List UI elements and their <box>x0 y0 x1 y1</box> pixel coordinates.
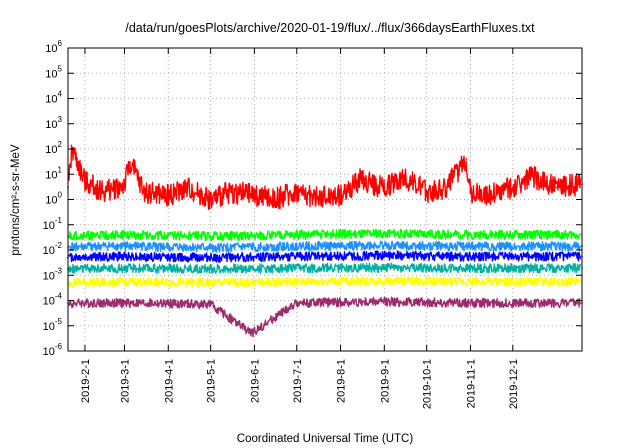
series-line <box>68 275 582 288</box>
series-point <box>469 280 472 283</box>
y-tick-label: 10-1 <box>43 216 63 232</box>
x-axis-label: Coordinated Universal Time (UTC) <box>237 433 414 445</box>
series-line <box>68 296 582 338</box>
y-tick-label: 105 <box>45 64 62 80</box>
series-point <box>209 235 212 238</box>
series-point <box>123 183 126 186</box>
series-point <box>129 161 132 164</box>
series-point <box>123 245 126 248</box>
x-tick-label: 2019-12-1 <box>508 359 520 409</box>
series-point <box>123 302 126 304</box>
series-point <box>469 255 472 258</box>
x-tick-label: 2019-3-1 <box>119 359 131 403</box>
series-point <box>295 267 298 270</box>
y-tick-label: 102 <box>45 140 62 156</box>
series-point <box>465 158 468 160</box>
y-tick-label: 101 <box>45 165 62 181</box>
series-point <box>123 280 126 283</box>
series-point <box>143 190 146 193</box>
y-tick-label: 104 <box>45 90 62 106</box>
series-point <box>123 255 126 258</box>
series-point <box>383 244 386 247</box>
series-point <box>469 245 472 248</box>
series-point <box>103 190 106 193</box>
series-point <box>295 245 298 248</box>
series-point <box>403 175 405 178</box>
series-point <box>359 178 362 181</box>
series-point <box>383 232 386 235</box>
series-point <box>295 255 298 258</box>
series-point <box>295 190 298 193</box>
series-point <box>469 233 472 236</box>
chart-title: /data/run/goesPlots/archive/2020-01-19/f… <box>125 21 535 35</box>
series-line <box>68 228 582 242</box>
x-tick-label: 2019-7-1 <box>292 359 304 403</box>
series-line <box>68 250 582 263</box>
series-point <box>123 267 126 270</box>
series-point <box>469 190 472 193</box>
series-point <box>383 300 386 303</box>
series-point <box>383 279 386 282</box>
y-tick-label: 10-2 <box>43 241 63 257</box>
series-point <box>489 194 492 196</box>
x-tick-label: 2019-6-1 <box>249 359 261 403</box>
series-point <box>383 254 386 257</box>
y-tick-label: 10-3 <box>43 266 63 282</box>
x-tick-label: 2019-9-1 <box>379 359 391 403</box>
series-point <box>295 233 298 236</box>
y-tick-label: 10-6 <box>43 342 63 358</box>
series-point <box>383 186 386 189</box>
series-line <box>68 240 582 253</box>
series-point <box>295 302 298 304</box>
y-tick-label: 10-5 <box>43 317 63 333</box>
y-axis-label: protons/cm²-s-sr-MeV <box>10 144 22 256</box>
x-tick-label: 2019-2-1 <box>80 359 92 403</box>
x-tick-label: 2019-8-1 <box>336 359 348 403</box>
x-tick-label: 2019-11-1 <box>465 359 477 408</box>
y-tick-label: 100 <box>45 191 62 207</box>
series-point <box>445 186 448 189</box>
data-series <box>67 144 583 338</box>
series-point <box>555 186 558 189</box>
series-point <box>531 175 534 178</box>
x-tick-label: 2019-10-1 <box>422 359 434 409</box>
y-tick-label: 10-4 <box>43 292 63 308</box>
series-line <box>68 144 582 211</box>
series-point <box>209 303 212 306</box>
series-point <box>315 196 318 199</box>
series-point <box>229 190 232 193</box>
series-point <box>209 256 212 259</box>
series-point <box>295 280 298 283</box>
series-line <box>68 262 582 274</box>
series-point <box>123 233 126 236</box>
series-point <box>84 180 86 183</box>
y-tick-label: 103 <box>45 115 62 131</box>
series-point <box>383 266 386 269</box>
series-point <box>187 186 189 189</box>
series-point <box>209 198 212 201</box>
series-point <box>511 186 514 189</box>
series-point <box>339 194 342 196</box>
series-point <box>209 267 212 270</box>
series-point <box>425 190 428 193</box>
x-tick-label: 2019-4-1 <box>163 359 175 403</box>
series-point <box>253 194 256 196</box>
x-tick-label: 2019-5-1 <box>206 359 218 403</box>
series-point <box>167 194 170 196</box>
axis-ticks: 10-6 10-5 10-4 10-3 10-2 10-1 100 101 102 103 104 1… <box>43 39 582 409</box>
series-point <box>469 267 472 270</box>
series-point <box>209 247 212 249</box>
series-point <box>469 302 472 304</box>
y-tick-label: 106 <box>45 39 62 55</box>
series-point <box>250 332 253 335</box>
series-point <box>273 198 276 201</box>
series-point <box>209 281 212 284</box>
